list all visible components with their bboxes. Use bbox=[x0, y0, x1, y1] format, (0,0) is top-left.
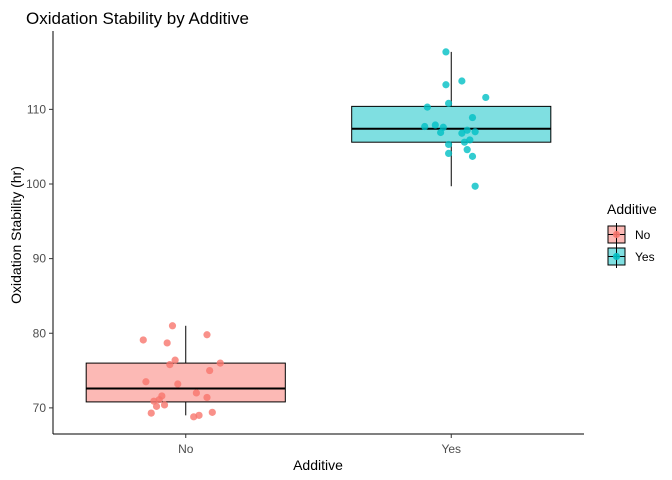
data-point bbox=[421, 122, 429, 131]
y-tick-label: 80 bbox=[33, 326, 47, 340]
data-point bbox=[206, 366, 214, 375]
data-point bbox=[460, 138, 469, 146]
y-tick-label: 90 bbox=[33, 252, 47, 266]
data-point bbox=[458, 129, 466, 137]
data-point bbox=[458, 77, 466, 85]
data-point bbox=[463, 126, 471, 134]
data-point bbox=[442, 81, 450, 89]
x-tick-label: No bbox=[178, 442, 194, 456]
data-point bbox=[171, 356, 179, 364]
data-point bbox=[442, 48, 450, 56]
legend-title: Additive bbox=[607, 201, 657, 217]
data-point bbox=[444, 149, 453, 157]
data-point bbox=[471, 182, 479, 190]
data-point bbox=[471, 128, 479, 136]
data-point bbox=[174, 380, 182, 388]
data-point bbox=[160, 401, 169, 409]
legend: Additive No Yes bbox=[607, 201, 657, 268]
data-point bbox=[463, 146, 471, 154]
y-tick-label: 70 bbox=[33, 401, 47, 415]
data-point bbox=[142, 378, 150, 386]
data-point bbox=[168, 322, 177, 330]
y-tick-label: 100 bbox=[26, 177, 46, 191]
legend-label-yes: Yes bbox=[635, 250, 655, 264]
data-point bbox=[468, 152, 477, 160]
data-point bbox=[431, 121, 439, 129]
box-no bbox=[85, 362, 286, 403]
data-point bbox=[190, 413, 198, 421]
x-tick-label: Yes bbox=[441, 442, 461, 456]
chart-title: Oxidation Stability by Additive bbox=[26, 9, 249, 28]
data-point bbox=[437, 128, 445, 137]
data-point bbox=[203, 393, 211, 402]
data-point bbox=[147, 409, 155, 417]
legend-label-no: No bbox=[635, 228, 651, 242]
y-tick-label: 110 bbox=[27, 102, 46, 116]
data-point bbox=[423, 103, 431, 111]
box-yes bbox=[351, 105, 552, 143]
data-point bbox=[444, 99, 453, 107]
data-point bbox=[468, 113, 477, 122]
data-point bbox=[208, 408, 216, 416]
x-axis-ticks: No Yes bbox=[178, 434, 461, 456]
data-point bbox=[192, 389, 200, 397]
box-group bbox=[85, 51, 552, 416]
data-point bbox=[444, 140, 453, 149]
data-point bbox=[139, 336, 147, 344]
data-point bbox=[152, 402, 161, 410]
data-point bbox=[203, 331, 211, 339]
data-point bbox=[216, 359, 224, 367]
y-axis-ticks: 70 80 90 100 110 bbox=[26, 102, 53, 415]
data-point bbox=[163, 339, 171, 347]
data-point bbox=[482, 93, 490, 102]
point-group bbox=[139, 48, 490, 421]
legend-key-point bbox=[612, 252, 621, 261]
plot-area: 70 80 90 100 110 No Yes bbox=[26, 31, 584, 456]
x-axis-title: Additive bbox=[293, 457, 343, 473]
y-axis-title: Oxidation Stability (hr) bbox=[8, 166, 24, 304]
data-point bbox=[166, 360, 174, 369]
legend-key-point bbox=[612, 230, 621, 239]
